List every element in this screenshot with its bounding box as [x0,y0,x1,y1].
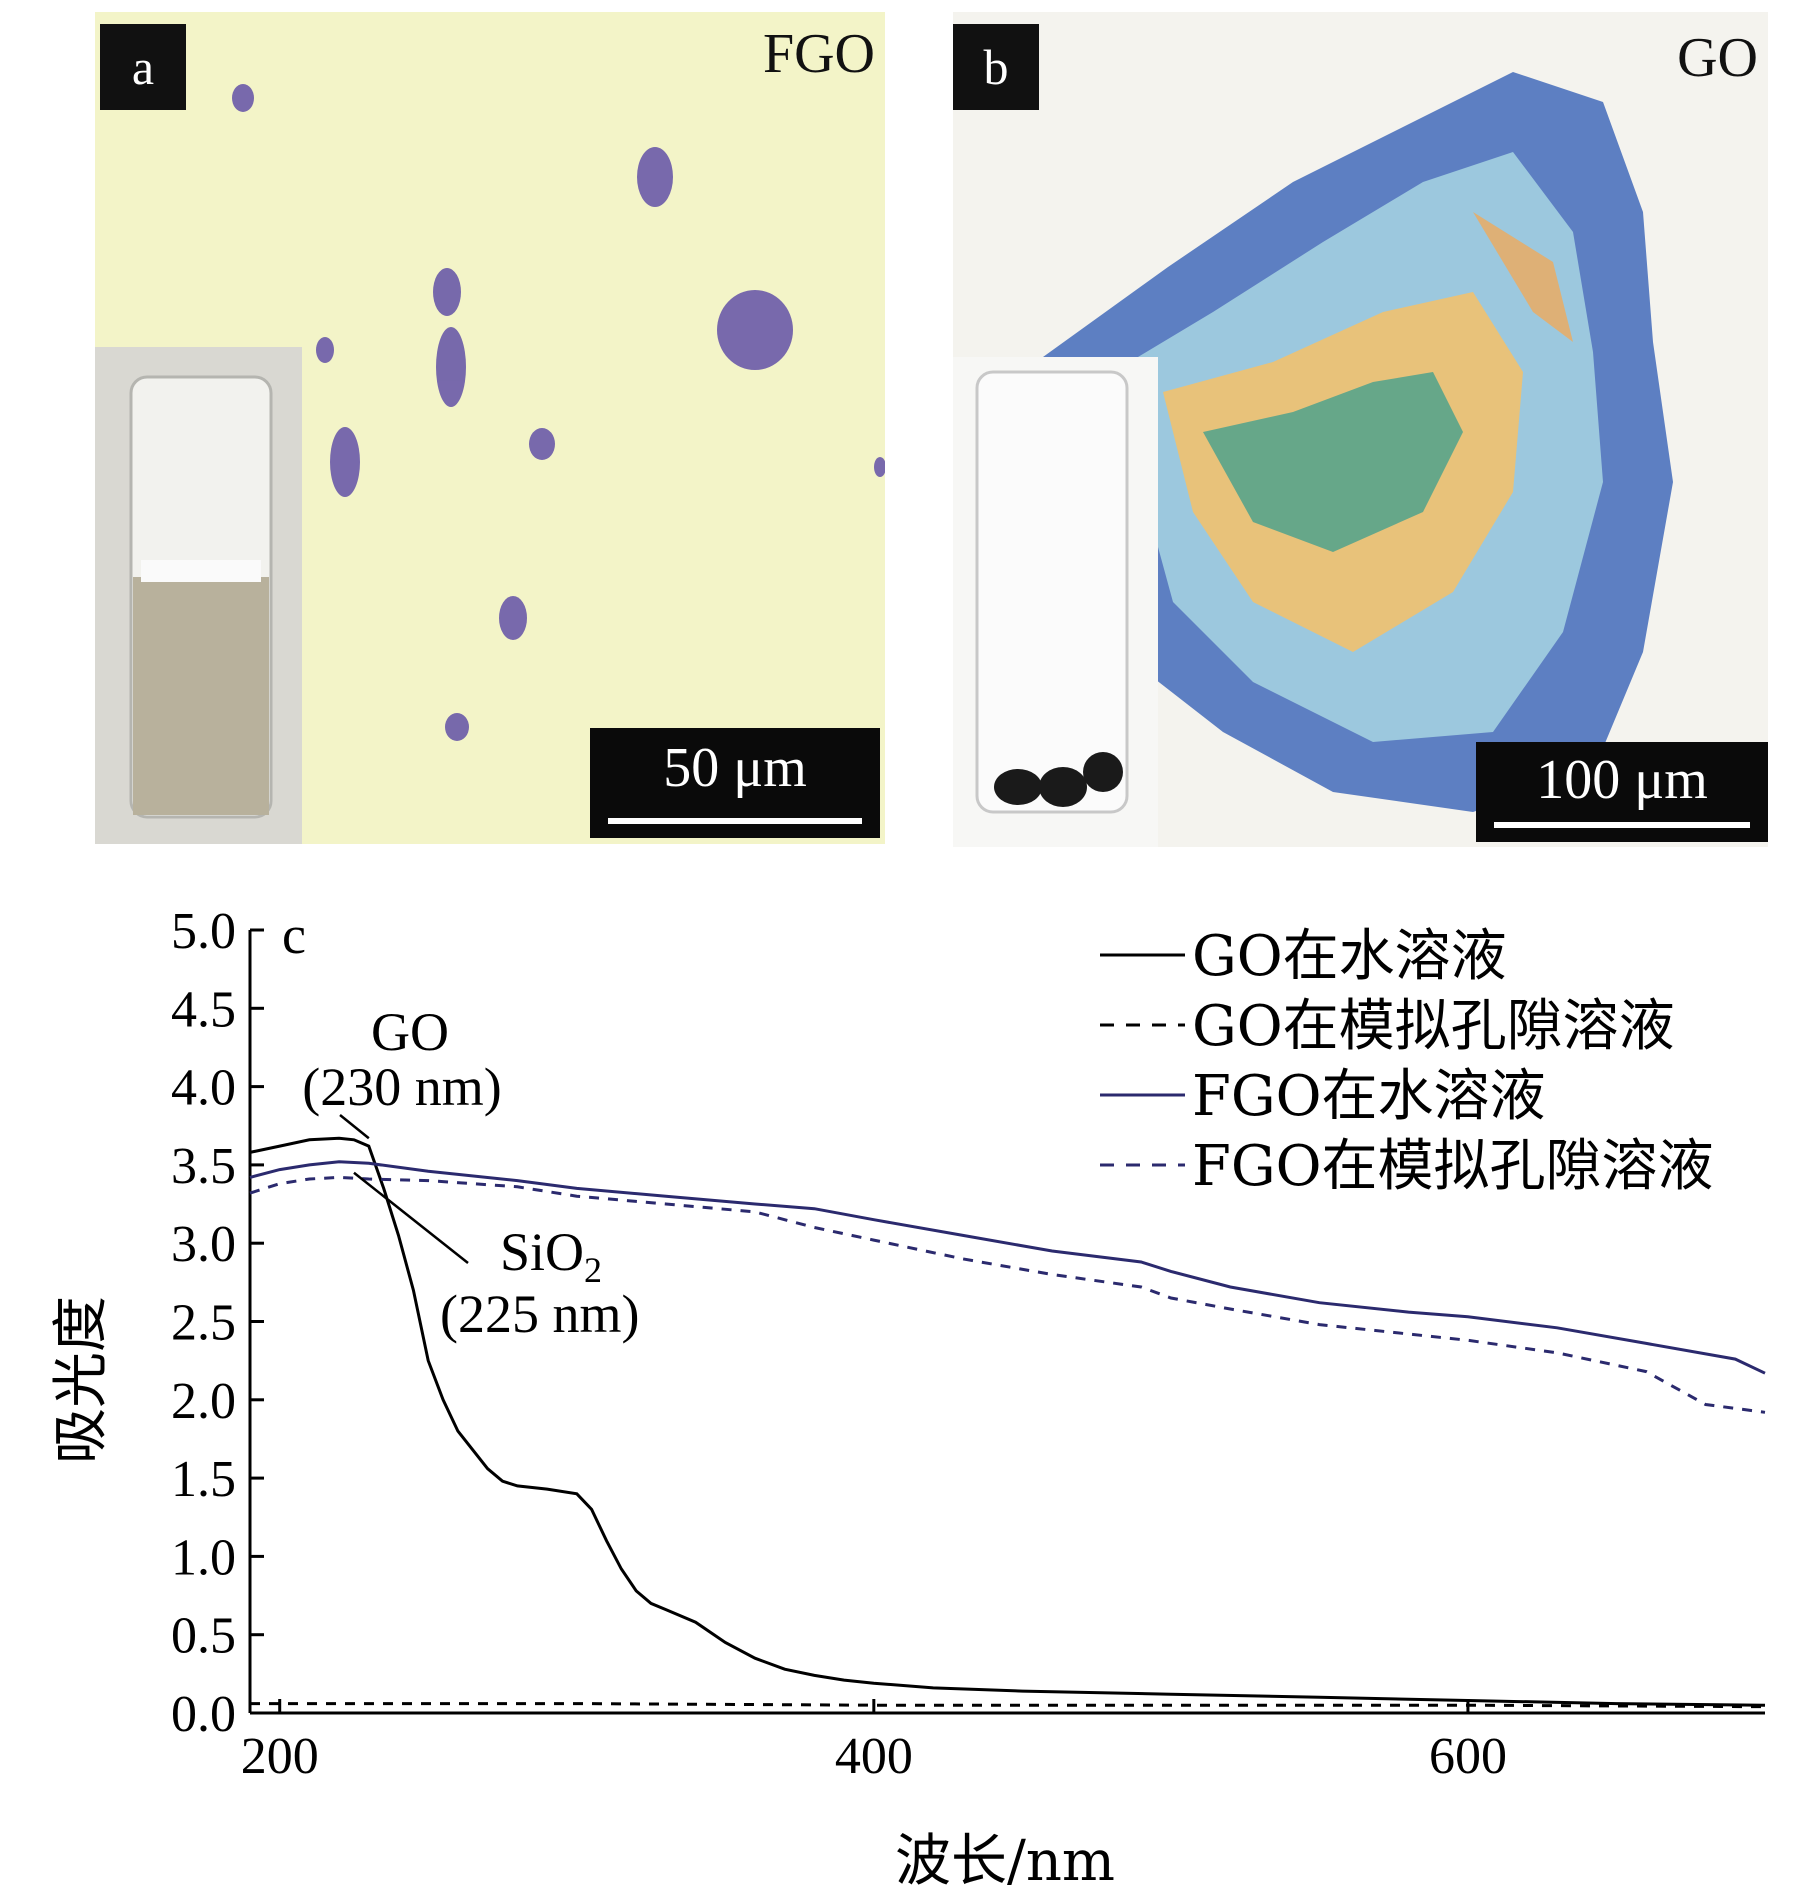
y-axis-label: 吸光度 [49,1296,114,1464]
panel-b-tag: b [953,24,1039,110]
y-tick-label: 3.5 [171,1138,236,1195]
sio2-leader-line [353,1171,469,1264]
panel-a-scale-label: 50 μm [663,737,807,799]
y-tick-label: 2.5 [171,1295,236,1352]
fgo-particles [232,84,885,741]
panel-b-go-micrograph: b GO 100 μm [953,12,1768,847]
sio2-subscript: 2 [584,1250,602,1290]
sio2-annotation-wavelength: (225 nm) [440,1284,639,1344]
y-tick-label: 0.0 [171,1686,236,1743]
y-tick-label: 4.0 [171,1060,236,1117]
y-tick-label: 4.5 [171,981,236,1038]
go-peak-annotation-wavelength: (230 nm) [302,1057,501,1117]
y-tick-label: 0.5 [171,1608,236,1665]
panel-b-scale-label: 100 μm [1536,749,1708,811]
chart-annotations: GO(230 nm) SiO2(225 nm) [302,1002,639,1344]
chart-series-lines [249,1136,1766,1709]
y-tick-label: 1.0 [171,1529,236,1586]
go-micrograph-image [953,72,1673,847]
legend-label-3: FGO在水溶液 [1192,1064,1546,1129]
legend-label-4: FGO在模拟孔隙溶液 [1192,1134,1714,1199]
fgo-micrograph-image [95,84,885,844]
panel-b-label: GO [1677,27,1758,89]
chart-ticks: 0.0 0.5 1.0 1.5 2.0 2.5 3.0 3.5 4.0 4.5 5.0 200 400 6… [171,903,1507,1785]
series-line-4 [249,1175,1766,1414]
panel-c-tag: c [282,905,306,965]
series-line-3 [249,1160,1766,1375]
absorbance-chart: 0.0 0.5 1.0 1.5 2.0 2.5 3.0 3.5 4.0 4.5 5.0 200 400 6… [49,903,1766,1890]
y-tick-label: 2.0 [171,1373,236,1430]
y-tick-label: 1.5 [171,1451,236,1508]
series-line-1 [249,1136,1766,1707]
panel-a-label: FGO [762,23,875,85]
go-peak-annotation-name: GO [371,1002,449,1062]
legend-label-2: GO在模拟孔隙溶液 [1192,994,1675,1059]
panel-b-scale-bar: 100 μm [1476,742,1768,842]
panel-b-scale-line [1494,822,1750,828]
go-peak-leader-line [339,1114,370,1140]
panel-a-fgo-micrograph: a FGO 50 μm [95,12,885,844]
y-tick-label: 3.0 [171,1216,236,1273]
x-tick-label: 600 [1429,1728,1507,1785]
x-tick-label: 200 [241,1728,319,1785]
panel-a-tag: a [100,24,186,110]
panel-a-scale-line [608,818,862,824]
series-line-2 [250,1702,1766,1709]
y-tick-label: 5.0 [171,903,236,960]
legend-label-1: GO在水溶液 [1192,924,1507,989]
panel-a-scale-bar: 50 μm [590,728,880,838]
x-axis-label: 波长/nm [895,1829,1115,1890]
sio2-annotation-name: SiO2 [500,1222,602,1290]
x-tick-label: 400 [835,1728,913,1785]
